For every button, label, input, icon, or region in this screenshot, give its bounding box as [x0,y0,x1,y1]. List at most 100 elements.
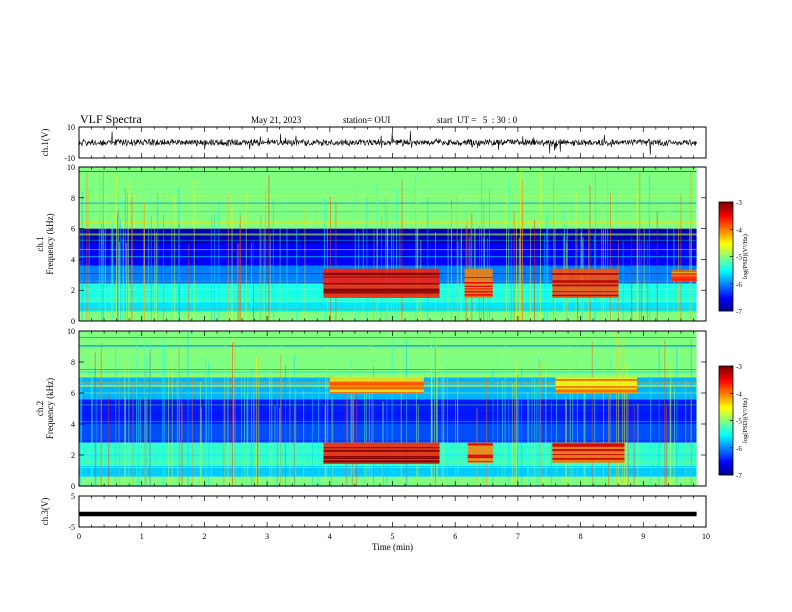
colorbar-segment [719,467,733,470]
ch2_spectrogram-ylabel: Frequency (kHz) [45,378,55,439]
ch1_spectrogram-sferic [245,191,247,321]
ch1_spectrogram-sferic [575,191,577,321]
ch2_spectrogram-event-streak [555,389,638,391]
ch1_spectrogram-sferic [508,178,510,321]
colorbar-label: log(PSD)(V²/Hz) [742,234,749,279]
colorbar-segment [719,280,733,283]
ch2_spectrogram-sferic [609,336,611,486]
ch1_spectrogram-sferic [386,205,388,321]
ch2_spectrogram-sferic [447,366,449,486]
colorbar-segment [719,216,733,219]
ch1_spectrogram-sferic [104,167,106,321]
ch1_spectrogram-line [79,202,697,204]
ch2_spectrogram-sferic [352,378,354,486]
ch2_spectrogram-sferic [443,376,445,486]
ch1_spectrogram-event-streak [552,273,619,275]
colorbar-segment [719,263,733,266]
ch2_spectrogram-sferic [364,384,366,486]
ch1_spectrogram-sferic [119,241,121,321]
colorbar-segment [719,367,733,370]
colorbar-segment [719,391,733,394]
ch2_spectrogram-sferic [658,347,660,486]
colorbar-segment [719,449,733,452]
colorbar-segment [719,274,733,277]
ch2_spectrogram-event-streak [552,450,625,452]
ch2_spectrogram-line [79,351,697,353]
ch2_spectrogram-sferic [441,367,443,486]
x-tick-label: 6 [453,532,457,541]
ch2_spectrogram-sferic [415,378,417,486]
ch1_spectrogram-event-streak [552,284,619,286]
ch2_spectrogram-sferic [572,378,574,486]
ch1_spectrogram-sferic [81,192,83,321]
ch1_spectrogram-sferic [265,191,267,321]
colorbar-segment [719,278,733,281]
ch2_spectrogram-sferic [434,335,435,486]
colorbar-segment [719,462,733,465]
ch2_spectrogram-sferic [435,347,437,486]
colorbar-segment [719,456,733,459]
ch1_spectrogram-sferic [237,243,239,321]
ch2_spectrogram-sferic [406,340,408,486]
ch2_spectrogram-sferic [531,377,533,486]
ch1_spectrogram-event-streak [671,275,697,277]
ch2_spectrogram-sferic [115,345,117,486]
ch3_waveform-ytick-label: -5 [68,523,75,532]
ch3_waveform-ytick-label: 5 [71,492,75,501]
ch2_spectrogram-event-streak [329,392,424,394]
x-tick-label: 4 [328,532,332,541]
colorbar-segment [719,309,733,312]
ch2_spectrogram-sferic [253,372,255,486]
ch1_spectrogram-sferic [530,218,532,321]
ch1_spectrogram-sferic [631,234,633,321]
ch2_spectrogram-event-streak [323,450,440,452]
ch1_spectrogram-sferic [392,195,394,321]
ch1_spectrogram-event-streak [464,290,493,292]
ch3_waveform-ylabel: ch.3(V) [40,498,50,526]
ch2_spectrogram-sferic [517,374,518,486]
ch2_spectrogram-sferic [534,378,536,486]
ch2_spectrogram-sferic [271,332,273,486]
colorbar-segment [719,407,733,410]
ch2_spectrogram-line [79,403,697,405]
ch2_spectrogram-sferic [285,365,287,486]
colorbar-segment [719,402,733,405]
ch2_spectrogram-sferic [171,353,173,486]
ch2_spectrogram-sferic [80,378,82,486]
ch1_spectrogram-sferic [666,203,668,321]
ch2_spectrogram-event [467,442,493,463]
ch1_spectrogram-sferic [483,199,485,321]
colorbar-segment [719,256,733,259]
colorbar-tick-label: -5 [736,418,742,426]
colorbar-segment [719,265,733,268]
colorbar-segment [719,211,733,214]
ch2_spectrogram-event-streak [552,444,625,446]
ch1_spectrogram-sferic [636,176,638,321]
ch1_spectrogram-sferic [643,206,645,321]
ch2_spectrogram-sferic [365,370,367,486]
ch1_spectrogram-sferic [335,201,337,321]
colorbar-segment [719,260,733,263]
ch1_spectrogram-sferic [483,191,485,321]
ch2_spectrogram-sferic [670,362,672,486]
colorbar-segment [719,232,733,235]
ch1_spectrogram-event-streak [323,283,440,285]
ch2_spectrogram-ytick-label: 4 [71,420,75,429]
ch1_spectrogram-event-streak [323,276,440,278]
colorbar-segment [719,458,733,461]
ch1_spectrogram-sferic [376,184,378,321]
ch2_spectrogram-sferic [181,402,183,486]
ch1_spectrogram-sferic [98,171,100,321]
colorbar-segment [719,283,733,286]
ch1_spectrogram-event-streak [552,285,619,287]
ch2_spectrogram-sferic [311,385,313,486]
ch2_spectrogram-event-streak [552,445,625,447]
ch2_spectrogram-sferic [372,365,374,486]
colorbar-segment [719,247,733,250]
ch1_spectrogram-sferic [296,228,298,321]
ch2_spectrogram-band [79,331,697,378]
colorbar-segment [719,422,733,425]
ch1_spectrogram-sferic [451,205,452,321]
ch1_spectrogram-sferic [304,208,306,321]
ch2_spectrogram-line [79,346,697,348]
